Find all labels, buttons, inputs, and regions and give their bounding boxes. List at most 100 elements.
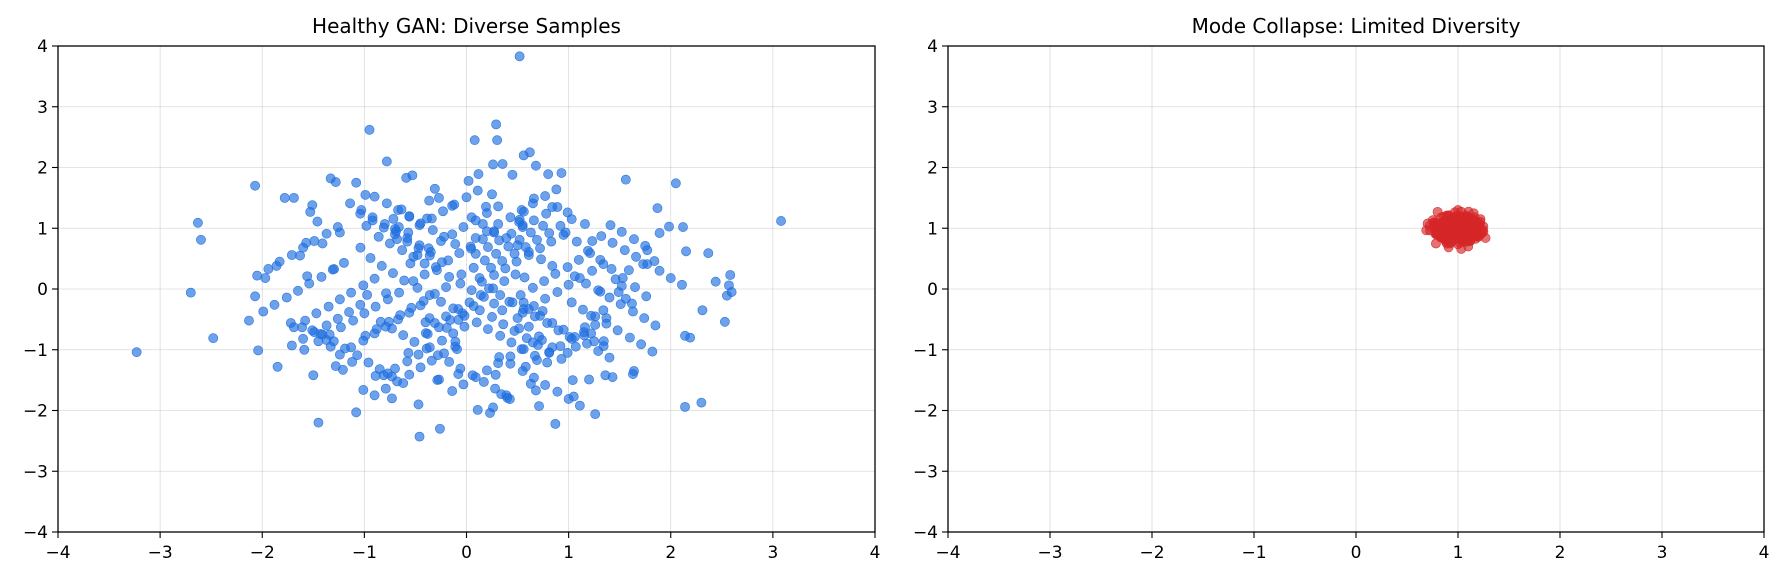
scatter-point	[630, 282, 640, 293]
scatter-point	[419, 258, 430, 269]
scatter-point	[571, 236, 582, 247]
scatter-point	[479, 255, 490, 266]
scatter-point	[518, 297, 529, 308]
scatter-point	[556, 353, 567, 364]
scatter-point	[455, 363, 466, 374]
scatter-point	[309, 327, 320, 338]
y-tick-label: 1	[37, 219, 48, 239]
scatter-point	[441, 282, 451, 293]
scatter-point	[444, 271, 455, 282]
scatter-point	[487, 189, 497, 200]
scatter-point	[615, 299, 626, 310]
scatter-point	[459, 321, 470, 332]
scatter-point	[463, 175, 474, 186]
scatter-point	[311, 308, 322, 319]
scatter-point	[367, 215, 378, 226]
scatter-point	[398, 330, 409, 341]
scatter-point	[387, 393, 397, 404]
scatter-point	[258, 306, 269, 317]
scatter-point	[332, 313, 343, 324]
scatter-point	[543, 169, 554, 180]
x-tick-label: −1	[352, 543, 377, 563]
scatter-point	[304, 278, 315, 289]
scatter-point	[370, 301, 381, 312]
scatter-point	[392, 376, 402, 387]
scatter-point	[696, 397, 707, 408]
scatter-point	[590, 319, 601, 330]
scatter-point	[531, 160, 541, 171]
scatter-point	[527, 337, 538, 348]
scatter-point	[566, 333, 577, 344]
x-tick-label: 0	[461, 543, 472, 563]
scatter-point	[481, 201, 491, 212]
scatter-point	[381, 198, 392, 209]
scatter-point	[601, 313, 612, 324]
scatter-point	[351, 177, 362, 188]
scatter-point	[562, 262, 573, 273]
scatter-point	[514, 217, 525, 227]
scatter-point	[423, 243, 434, 254]
scatter-point	[452, 344, 462, 355]
scatter-point	[396, 204, 407, 215]
scatter-point	[552, 202, 563, 212]
scatter-point	[623, 265, 634, 276]
scatter-point	[520, 361, 531, 372]
scatter-point	[677, 279, 687, 290]
scatter-point	[413, 399, 424, 410]
scatter-point	[542, 357, 553, 368]
scatter-point	[587, 236, 598, 246]
scatter-point	[547, 261, 558, 271]
scatter-point	[300, 315, 311, 326]
y-tick-label: 2	[37, 159, 48, 179]
scatter-point	[489, 298, 499, 309]
scatter-point	[419, 269, 430, 280]
y-tick-label: −1	[913, 341, 938, 361]
scatter-point	[501, 233, 512, 243]
scatter-point	[436, 236, 446, 246]
scatter-point	[1422, 218, 1433, 229]
scatter-point	[1441, 227, 1452, 237]
scatter-point	[435, 423, 445, 434]
scatter-point	[584, 374, 594, 385]
scatter-point	[355, 242, 366, 253]
scatter-point	[388, 213, 399, 224]
scatter-point	[497, 256, 508, 266]
scatter-point	[427, 225, 438, 235]
x-tick-label: 0	[1351, 543, 1362, 563]
scatter-series	[131, 51, 786, 442]
scatter-point	[369, 390, 380, 401]
scatter-point	[378, 222, 389, 233]
scatter-point	[493, 358, 504, 369]
scatter-point	[397, 245, 408, 256]
scatter-point	[408, 276, 419, 286]
x-tick-label: 3	[767, 543, 778, 563]
scatter-point	[665, 273, 676, 283]
scatter-point	[527, 198, 538, 209]
scatter-point	[1447, 235, 1458, 245]
scatter-point	[540, 380, 551, 390]
scatter-point	[477, 234, 488, 245]
scatter-point	[208, 333, 219, 344]
scatter-point	[260, 273, 271, 283]
scatter-point	[339, 257, 349, 268]
scatter-point	[596, 231, 607, 242]
scatter-point	[625, 332, 635, 343]
scatter-point	[414, 220, 425, 231]
scatter-point	[478, 377, 489, 387]
scatter-point	[540, 191, 551, 201]
scatter-point	[505, 351, 516, 362]
scatter-point	[495, 330, 506, 341]
scatter-point	[250, 180, 260, 191]
scatter-point	[323, 301, 334, 312]
scatter-point	[360, 330, 371, 341]
scatter-point	[540, 293, 551, 304]
scatter-point	[371, 324, 382, 334]
scatter-point	[313, 417, 324, 428]
scatter-point	[299, 344, 310, 355]
scatter-point	[412, 250, 423, 260]
scatter-point	[491, 119, 502, 130]
scatter-point	[542, 318, 553, 328]
scatter-point	[475, 290, 486, 300]
x-tick-label: −3	[148, 543, 173, 563]
